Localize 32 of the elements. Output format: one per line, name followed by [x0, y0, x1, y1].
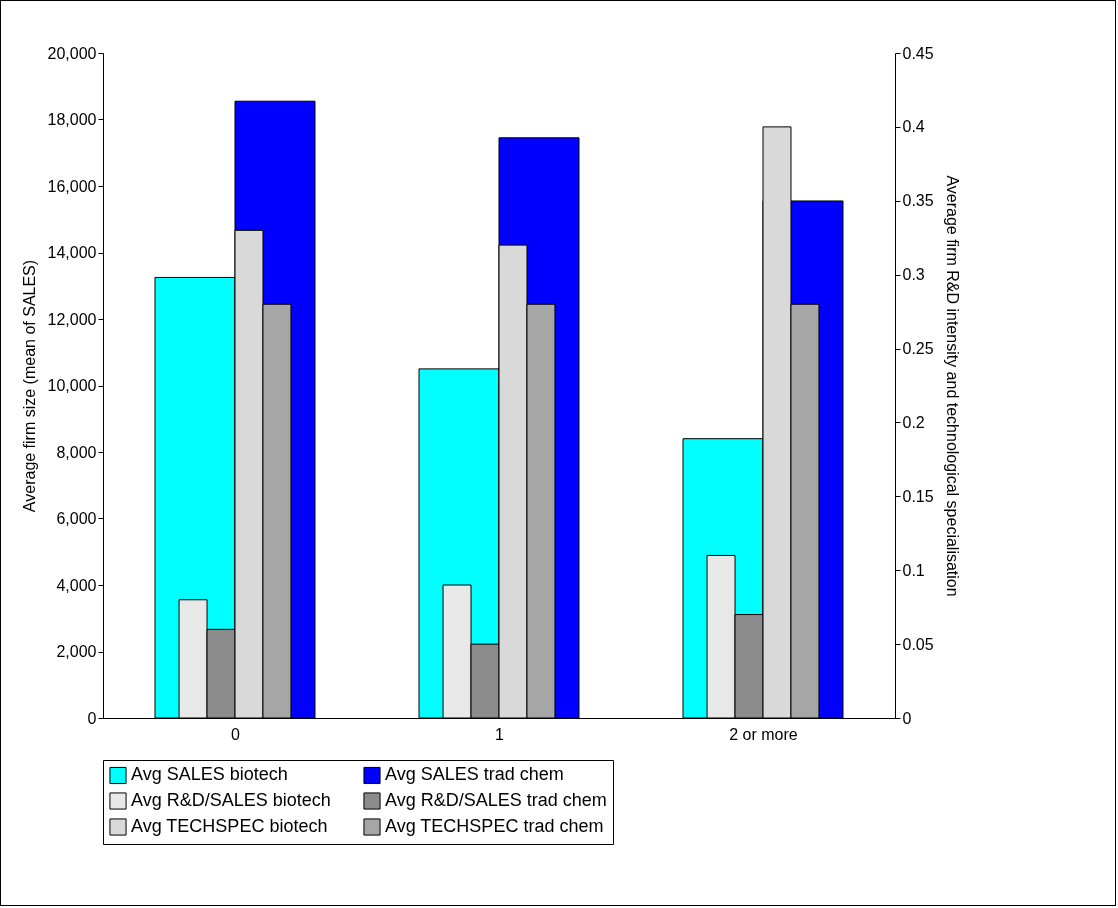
legend-label: Avg SALES biotech	[131, 764, 288, 785]
y2-tick-label: 0.2	[902, 413, 925, 431]
y2-axis-title: Average firm R&D intensity and technological specialisation	[943, 175, 961, 597]
y2-tick-label: 0.1	[902, 561, 925, 579]
y2-tick-label: 0	[902, 709, 912, 727]
y-tick-label: 20,000	[47, 44, 97, 62]
y-tick-label: 6,000	[56, 510, 97, 527]
legend-label: Avg SALES trad chem	[385, 764, 564, 785]
y-tick-label: 12,000	[47, 310, 97, 328]
legend-label: Avg R&D/SALES trad chem	[385, 790, 607, 810]
y2-tick-label: 0.15	[902, 487, 934, 505]
x-tick-label: 1	[495, 725, 505, 743]
y2-tick-label: 0.35	[902, 192, 934, 210]
y-tick-label: 14,000	[47, 244, 97, 261]
y-tick-label: 4,000	[56, 576, 97, 594]
legend-label: Avg TECHSPEC biotech	[131, 816, 328, 836]
y-axis-title: Average firm size (mean of SALES)	[20, 259, 38, 513]
y2-tick-label: 0.3	[902, 266, 925, 284]
y2-tick-label: 0.45	[902, 44, 934, 62]
y2-tick-label: 0.25	[902, 340, 934, 358]
y2-tick-label: 0.4	[902, 118, 925, 136]
y-tick-label: 0	[87, 709, 97, 727]
y2-tick-label: 0.05	[902, 635, 934, 653]
y-tick-label: 2,000	[56, 643, 97, 660]
y-tick-label: 10,000	[47, 377, 97, 394]
legend-label: Avg R&D/SALES biotech	[131, 790, 331, 810]
y-tick-label: 8,000	[56, 443, 97, 461]
y-tick-label: 16,000	[47, 177, 97, 195]
y-tick-label: 18,000	[47, 111, 97, 128]
x-tick-label: 2 or more	[729, 725, 798, 743]
x-tick-label: 0	[231, 725, 241, 743]
legend-label: Avg TECHSPEC trad chem	[385, 816, 604, 836]
